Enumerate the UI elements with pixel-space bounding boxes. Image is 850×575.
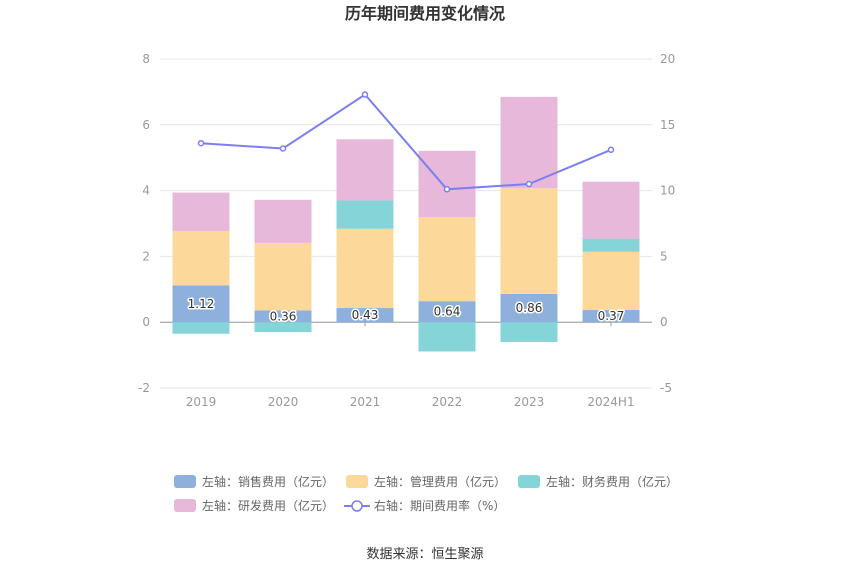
grid-lines	[160, 58, 652, 389]
left-axis-tick: 8	[142, 52, 150, 66]
right-axis-tick: 10	[660, 184, 675, 198]
left-axis-tick: 4	[142, 184, 150, 198]
bar	[582, 310, 640, 323]
data-labels: 1.12 0.36 0.43 0.64 0.86 0.37	[186, 295, 626, 325]
bar	[172, 285, 230, 323]
bar	[172, 322, 230, 334]
axis-ticks: -2 0 2 4 6 8 -5 0 5 10 15 20 2019 2020 2021 2022 2023 202…	[138, 52, 675, 409]
bar	[336, 228, 394, 309]
legend-label: 左轴：销售费用（亿元）	[202, 474, 334, 489]
line-point	[279, 145, 287, 152]
expense-ratio-line	[200, 93, 612, 191]
bar	[500, 293, 558, 323]
legend-item: 左轴：销售费用（亿元）	[174, 474, 334, 489]
left-axis-tick: 6	[142, 118, 150, 132]
legend-item: 左轴：研发费用（亿元）	[174, 498, 334, 513]
left-axis-tick: 2	[142, 249, 150, 263]
right-axis-tick: 20	[660, 52, 675, 66]
x-axis-tick: 2024H1	[587, 395, 634, 409]
x-axis-tick: 2023	[514, 395, 545, 409]
bar	[582, 238, 640, 252]
bar	[418, 301, 476, 323]
bar-data-label: 0.86	[516, 301, 543, 315]
data-source: 数据来源：恒生聚源	[366, 547, 483, 562]
line-point	[443, 186, 451, 193]
legend-item: 左轴：管理费用（亿元）	[346, 474, 506, 489]
bar	[418, 150, 476, 218]
bar	[172, 231, 230, 286]
right-axis-tick: -5	[660, 381, 672, 395]
legend-label: 左轴：财务费用（亿元）	[546, 474, 678, 489]
line-point	[607, 146, 615, 154]
left-axis-tick: 0	[142, 315, 150, 329]
x-axis-tick: 2021	[350, 395, 381, 409]
bar	[418, 322, 476, 352]
bar-data-label: 0.43	[352, 308, 379, 322]
chart-title: 历年期间费用变化情况	[345, 4, 505, 23]
bar	[254, 322, 312, 333]
line-series	[197, 91, 615, 193]
bar	[254, 242, 312, 311]
bar	[500, 188, 558, 294]
bar	[418, 217, 476, 302]
left-axis-tick: -2	[138, 381, 150, 395]
bar	[336, 200, 394, 229]
legend-label: 左轴：研发费用（亿元）	[202, 498, 334, 513]
legend-label: 左轴：管理费用（亿元）	[374, 474, 506, 489]
bar	[500, 96, 558, 189]
bar	[500, 322, 558, 342]
bar	[582, 251, 640, 311]
bar	[254, 310, 312, 323]
legend-swatch	[518, 475, 540, 488]
legend-swatch	[174, 499, 196, 512]
right-axis-tick: 0	[660, 315, 668, 329]
right-axis-tick: 15	[660, 118, 675, 132]
bar-data-label: 0.64	[434, 305, 461, 319]
bar	[336, 139, 394, 201]
bar	[254, 199, 312, 243]
line-point	[361, 91, 369, 98]
bar-data-label: 0.37	[598, 309, 625, 323]
x-axis-tick: 2022	[432, 395, 463, 409]
legend: 左轴：销售费用（亿元） 左轴：管理费用（亿元） 左轴：财务费用（亿元） 左轴：研发费用…	[174, 474, 678, 513]
legend-swatch	[346, 475, 368, 488]
x-axis-tick: 2019	[186, 395, 217, 409]
line-point	[525, 180, 533, 188]
legend-item: 右轴：期间费用率（%）	[344, 498, 505, 513]
legend-label: 右轴：期间费用率（%）	[374, 498, 505, 513]
bar	[172, 192, 230, 232]
legend-item: 左轴：财务费用（亿元）	[518, 474, 678, 489]
bar-series	[172, 96, 640, 352]
bar	[336, 308, 394, 323]
bar-data-label: 0.36	[270, 309, 297, 323]
legend-line-marker	[351, 500, 363, 512]
bar-data-label: 1.12	[188, 297, 215, 311]
x-axis-tick: 2020	[268, 395, 299, 409]
legend-swatch	[174, 475, 196, 488]
right-axis-tick: 5	[660, 249, 668, 263]
bar	[582, 181, 640, 239]
line-point	[197, 139, 205, 147]
